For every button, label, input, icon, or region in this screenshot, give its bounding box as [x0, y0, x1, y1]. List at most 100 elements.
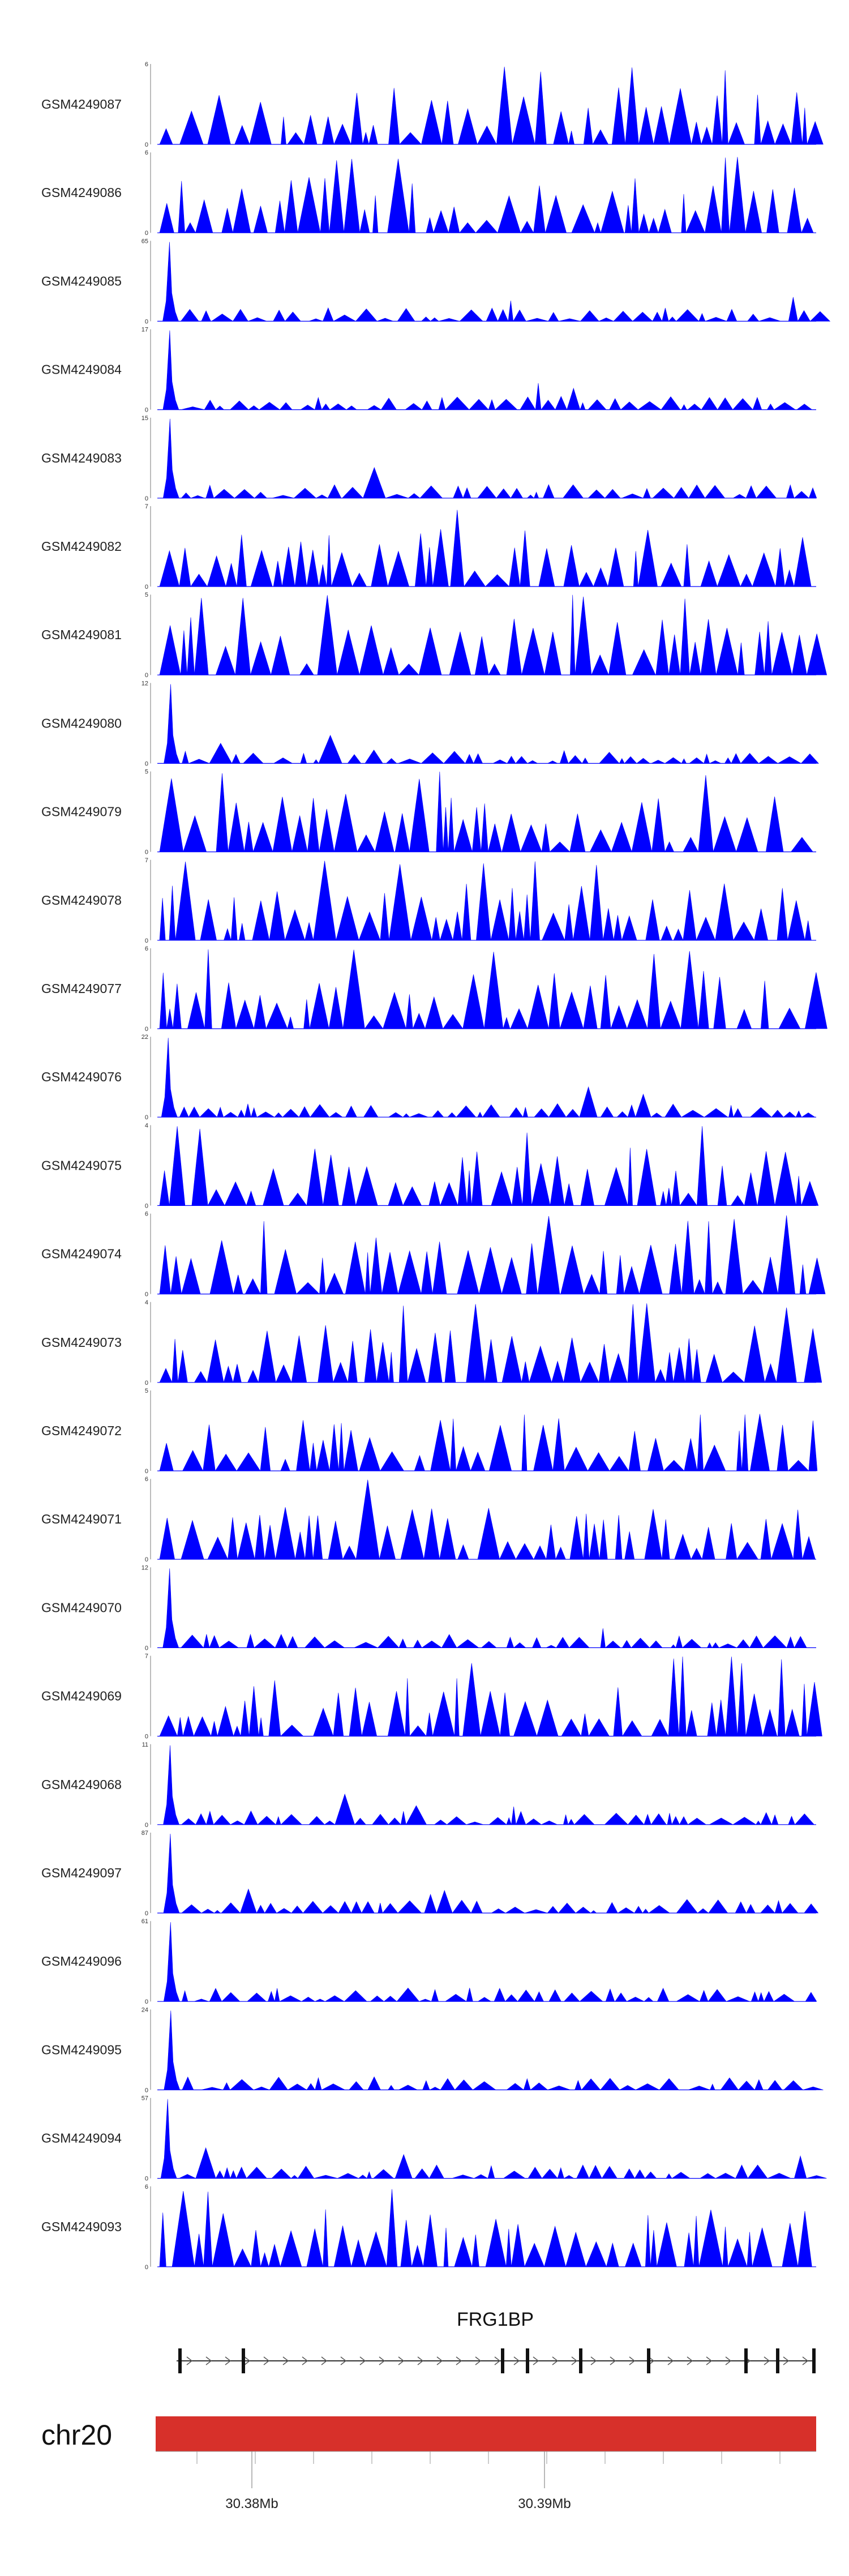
y-min-label: 0 — [145, 1291, 148, 1298]
chromosome-track: chr20 — [41, 2416, 816, 2451]
track-label: GSM4249093 — [41, 2219, 122, 2234]
strand-arrow-icon — [340, 2356, 347, 2365]
coverage-area — [157, 1745, 816, 1825]
exon — [579, 2348, 582, 2373]
coverage-area — [157, 242, 831, 322]
y-min-label: 0 — [145, 584, 148, 590]
coverage-area — [157, 684, 819, 764]
coverage-area — [157, 1215, 826, 1295]
genome-tick-label: 30.39Mb — [518, 2496, 571, 2511]
track-GSM4249079: GSM4249079 5 0 — [41, 769, 816, 856]
track-label: GSM4249079 — [41, 805, 122, 819]
gene-track: FRG1BP — [177, 2309, 816, 2373]
track-label: GSM4249074 — [41, 1247, 122, 1261]
y-max-label: 6 — [145, 149, 148, 156]
strand-arrow-icon — [359, 2356, 366, 2365]
y-max-label: 6 — [145, 61, 148, 68]
coverage-area — [157, 157, 816, 234]
track-GSM4249082: GSM4249082 7 0 — [41, 503, 816, 590]
track-label: GSM4249084 — [41, 362, 122, 377]
y-max-label: 7 — [145, 857, 148, 864]
strand-arrow-icon — [629, 2356, 636, 2365]
track-label: GSM4249070 — [41, 1600, 122, 1615]
track-label: GSM4249072 — [41, 1423, 122, 1438]
strand-arrow-icon — [590, 2356, 597, 2365]
track-GSM4249081: GSM4249081 5 0 — [41, 592, 827, 679]
y-min-label: 0 — [145, 1645, 148, 1651]
genome-axis: 30.38Mb 30.39Mb — [156, 2451, 816, 2511]
exon — [744, 2348, 748, 2373]
strand-arrow-icon — [533, 2356, 539, 2365]
coverage-area — [157, 418, 817, 499]
track-GSM4249069: GSM4249069 7 0 — [41, 1653, 822, 1740]
strand-arrow-icon — [263, 2356, 270, 2365]
track-label: GSM4249086 — [41, 185, 122, 200]
strand-arrow-icon — [225, 2356, 231, 2365]
coverage-area — [157, 2189, 816, 2267]
track-GSM4249083: GSM4249083 15 0 — [41, 415, 817, 502]
coverage-area — [157, 1414, 818, 1472]
exon — [242, 2348, 245, 2373]
genome-tick-label: 30.38Mb — [225, 2496, 278, 2511]
y-max-label: 11 — [142, 1741, 148, 1748]
track-GSM4249072: GSM4249072 5 0 — [41, 1388, 818, 1475]
coverage-area — [157, 1126, 819, 1206]
track-GSM4249070: GSM4249070 12 0 — [41, 1564, 816, 1651]
track-GSM4249085: GSM4249085 65 0 — [41, 238, 831, 325]
y-max-label: 61 — [142, 1918, 148, 1925]
y-max-label: 4 — [145, 1299, 148, 1306]
track-label: GSM4249069 — [41, 1689, 122, 1704]
strand-arrow-icon — [456, 2356, 462, 2365]
gene-name: FRG1BP — [457, 2309, 534, 2330]
track-label: GSM4249094 — [41, 2131, 122, 2146]
track-GSM4249076: GSM4249076 22 0 — [41, 1034, 816, 1121]
y-min-label: 0 — [145, 407, 148, 414]
y-min-label: 0 — [145, 230, 148, 237]
track-GSM4249068: GSM4249068 11 0 — [41, 1741, 816, 1829]
y-max-label: 15 — [142, 415, 148, 422]
coverage-area — [157, 1568, 816, 1649]
coverage-area — [157, 66, 824, 146]
track-GSM4249086: GSM4249086 6 0 — [41, 149, 816, 237]
strand-arrow-icon — [398, 2356, 405, 2365]
strand-arrow-icon — [725, 2356, 732, 2365]
strand-arrow-icon — [282, 2356, 289, 2365]
coverage-area — [157, 2099, 827, 2179]
coverage-area — [157, 1038, 816, 1118]
y-max-label: 57 — [142, 2095, 148, 2102]
y-min-label: 0 — [145, 938, 148, 944]
strand-arrow-icon — [571, 2356, 578, 2365]
y-min-label: 0 — [145, 1734, 148, 1740]
y-min-label: 0 — [145, 2087, 148, 2094]
y-min-label: 0 — [145, 495, 148, 502]
exon — [812, 2348, 816, 2373]
track-label: GSM4249095 — [41, 2042, 122, 2057]
y-min-label: 0 — [145, 142, 148, 148]
exon — [526, 2348, 529, 2373]
track-label: GSM4249085 — [41, 273, 122, 288]
coverage-area — [157, 1479, 816, 1560]
track-label: GSM4249077 — [41, 981, 122, 996]
y-min-label: 0 — [145, 1468, 148, 1475]
track-label: GSM4249096 — [41, 1954, 122, 1969]
y-min-label: 0 — [145, 849, 148, 856]
exon — [501, 2348, 504, 2373]
coverage-area — [157, 1922, 817, 2002]
track-GSM4249094: GSM4249094 57 0 — [41, 2095, 827, 2183]
y-min-label: 0 — [145, 1999, 148, 2005]
strand-arrow-icon — [802, 2356, 809, 2365]
strand-arrow-icon — [764, 2356, 770, 2365]
y-min-label: 0 — [145, 1910, 148, 1917]
y-max-label: 6 — [145, 2184, 148, 2190]
y-min-label: 0 — [145, 1822, 148, 1829]
y-min-label: 0 — [145, 318, 148, 325]
y-max-label: 5 — [145, 1388, 148, 1394]
track-label: GSM4249075 — [41, 1158, 122, 1173]
track-GSM4249087: GSM4249087 6 0 — [41, 61, 824, 148]
strand-arrow-icon — [321, 2356, 328, 2365]
track-GSM4249080: GSM4249080 12 0 — [41, 680, 819, 767]
coverage-area — [157, 330, 816, 410]
y-max-label: 12 — [142, 680, 148, 687]
coverage-area — [157, 861, 816, 941]
